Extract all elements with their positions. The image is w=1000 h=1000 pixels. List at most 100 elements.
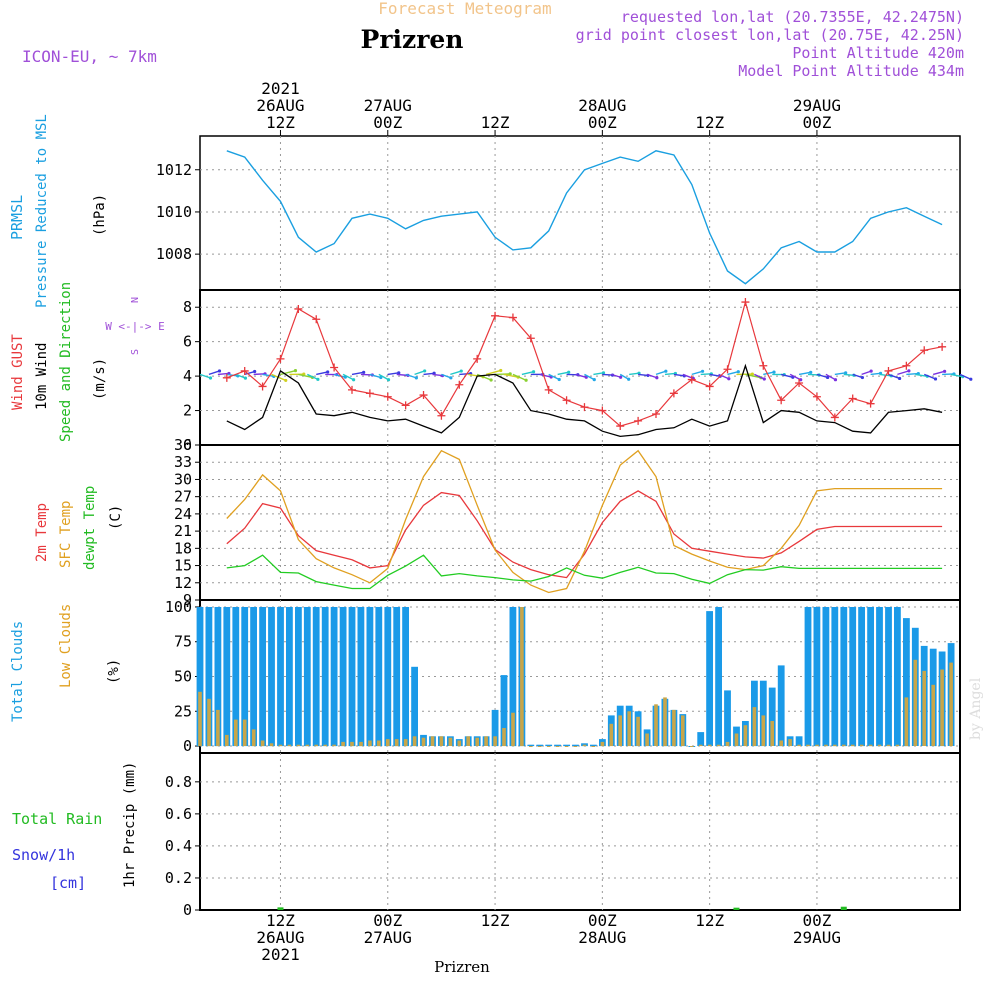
total-clouds-bar [545,744,553,747]
wind-arrow [897,370,910,376]
low-clouds-bar [645,733,649,746]
dewpt-temp-label: dewpt Temp [82,486,98,570]
low-clouds-bar [788,739,792,747]
low-clouds-bar [573,746,578,747]
wind-arrow-head [217,369,222,373]
wind-arrow [709,373,721,377]
low-clouds-bar [412,736,417,746]
total-clouds-bar [348,607,356,747]
wind-gust-marker [437,411,446,420]
wind-arrow-head [531,370,536,374]
low-clouds-bar [672,709,676,747]
wind-arrow-head [326,370,330,374]
low-clouds-bar [627,711,631,747]
wind-arrow-head [567,370,571,374]
wind-arrow-head [736,370,740,374]
wind-arrow [825,373,836,381]
wind-arrow-head [969,377,973,381]
total-clouds-bar [491,709,499,747]
low-clouds-bar [770,721,774,746]
precip-ylabel: 1hr Precip (mm) [122,762,138,888]
total-clouds-bar [205,607,213,747]
low-clouds-bar [332,744,336,747]
wind-arrow [441,373,452,379]
wind-arrow-head [933,377,938,381]
low-clouds-bar [877,744,882,747]
low-clouds-bar [341,741,345,747]
total-clouds-bar [697,732,705,746]
wind-arrow [664,372,676,376]
wind-arrow [423,372,435,376]
wind-arrow-head [414,376,418,380]
wind-arrow [575,373,587,378]
y-tick-label: 2 [183,402,192,420]
wind-arrow [316,371,328,376]
total-clouds-bar [724,690,731,746]
wind-arrow [843,373,854,376]
wind-gust-marker [687,375,696,384]
wind-arrow [915,373,928,377]
wind-arrow-head [499,368,503,373]
total-clouds-bar [590,744,597,747]
wind-arrow-head [316,377,320,381]
bottom-time-label: 28AUG [578,928,626,947]
precip-tick-labels: 0 0.2 0.4 0.6 0.8 [165,773,200,919]
low-clouds-bar [618,715,622,746]
top-time-label: 29AUG [793,96,841,115]
wind-arrow-head [869,369,873,373]
wind-arrow [646,373,658,379]
wind-arrow [798,371,811,376]
wind-arrow [280,369,296,376]
wind-arrow [691,370,703,376]
low-clouds-bar [716,744,721,747]
y-tick-label: 1010 [156,203,192,221]
low-clouds-bar [654,704,658,746]
low-clouds-bar [600,741,605,747]
rain-bar [840,906,847,910]
wind-arrow [852,373,863,379]
total-clouds-label: Total Clouds [10,621,26,722]
low-clouds-bar [609,723,614,747]
wind-gust-marker [920,346,929,355]
total-clouds-bar [831,607,839,747]
pressure-panel: 1008 1010 1012 PRMSL Pressure Reduced to M… [8,114,961,308]
wind-gust-marker [419,391,428,400]
wind-gust-marker [401,401,410,410]
grid-point-info-line: Point Altitude 420m [792,44,964,62]
total-clouds-bar [250,607,257,747]
total-clouds-bar [867,607,874,747]
compass-we: W <-|-> E [105,320,165,333]
low-clouds-bar [323,744,327,747]
wind-gust-marker [884,366,893,375]
low-clouds-bar [546,746,551,747]
wind-arrow [754,373,765,380]
total-clouds-bar [894,607,901,747]
total-clouds-bar [375,607,383,747]
low-clouds-bar [859,744,864,747]
wind-arrow [611,373,621,378]
wind-gust-marker [723,365,732,374]
wind-gust-marker [741,298,750,307]
total-clouds-bar [241,607,249,747]
precip-gridlines [200,753,960,910]
low-clouds-bar [305,744,310,747]
low-clouds-bar [904,697,909,747]
wind-gust-marker [544,385,553,394]
wind-arrow-head [750,372,754,376]
low-clouds-bar [502,728,506,747]
wind-10m-label: 10m Wind [34,343,50,410]
total-clouds-bar [876,607,883,747]
low-clouds-bar [555,746,560,747]
wind-arrow-head [727,377,731,381]
low-clouds-bar [359,741,363,747]
low-clouds-bar [850,744,855,747]
y-tick-label: 9 [183,591,192,609]
wind-arrow [950,373,963,378]
low-clouds-bar [591,746,596,747]
wind-arrow-head [243,376,248,380]
wind-arrow [602,373,613,376]
low-clouds-bar [207,698,211,747]
model-label: ICON-EU, ~ 7km [22,47,157,66]
low-clouds-bar [520,607,524,747]
